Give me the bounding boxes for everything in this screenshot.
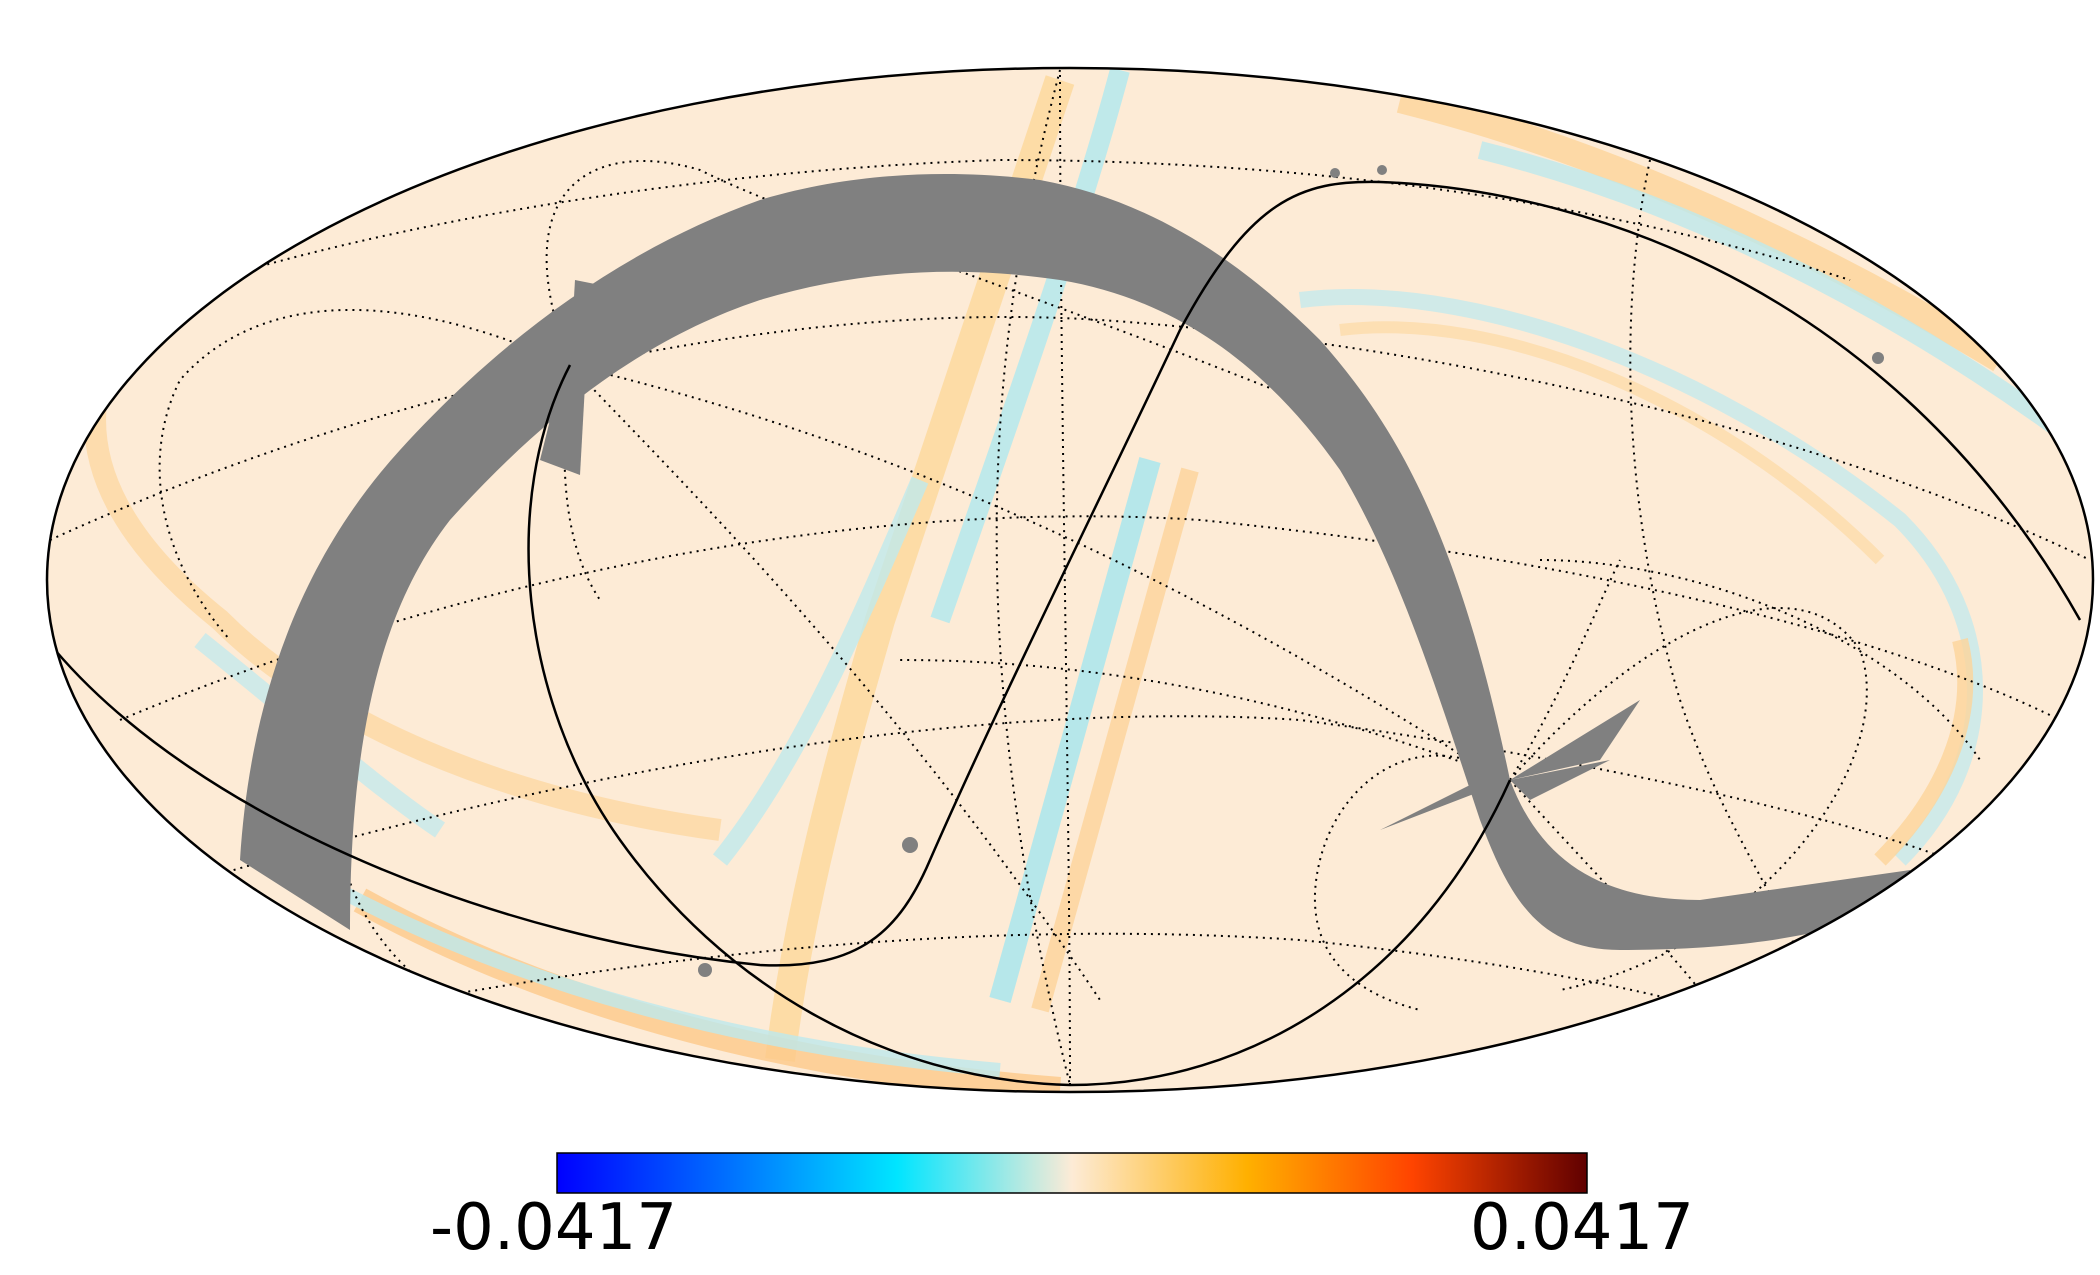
mask-spike — [540, 380, 585, 475]
mask-spot — [1330, 168, 1340, 178]
colorbar-max-label: 0.0417 — [1470, 1191, 1694, 1265]
mask-region — [240, 165, 1910, 977]
mask-spike — [1460, 710, 1510, 780]
mask-spot — [1377, 165, 1387, 175]
mask-spike — [1510, 700, 1640, 780]
great-circle-mid — [54, 180, 2082, 967]
band-orange — [84, 377, 722, 841]
mask-spike — [1380, 770, 1510, 830]
map-outline — [45, 66, 2095, 1094]
band-orange — [1339, 321, 1885, 565]
band-cyan — [316, 873, 1001, 1077]
band-cyan — [989, 456, 1161, 1003]
mask-spot — [1872, 352, 1884, 364]
colorbar-gradient — [556, 1152, 1588, 1194]
colorbar — [556, 1152, 1588, 1194]
colorbar-min-label: -0.0417 — [430, 1191, 678, 1265]
great-circles — [54, 180, 2082, 1087]
band-orange — [1874, 638, 1974, 866]
mask-spike — [1510, 760, 1610, 800]
mask-spike — [570, 280, 600, 370]
band-cyan — [1477, 141, 2066, 438]
mask-spot — [698, 963, 712, 977]
great-circle-left — [527, 364, 1512, 1087]
graticule — [49, 69, 2091, 1086]
band-orange — [1396, 87, 2007, 372]
band-cyan — [930, 68, 1130, 624]
mask-spot — [902, 837, 918, 853]
band-cyan — [712, 476, 929, 866]
band-cyan — [1299, 289, 1983, 866]
